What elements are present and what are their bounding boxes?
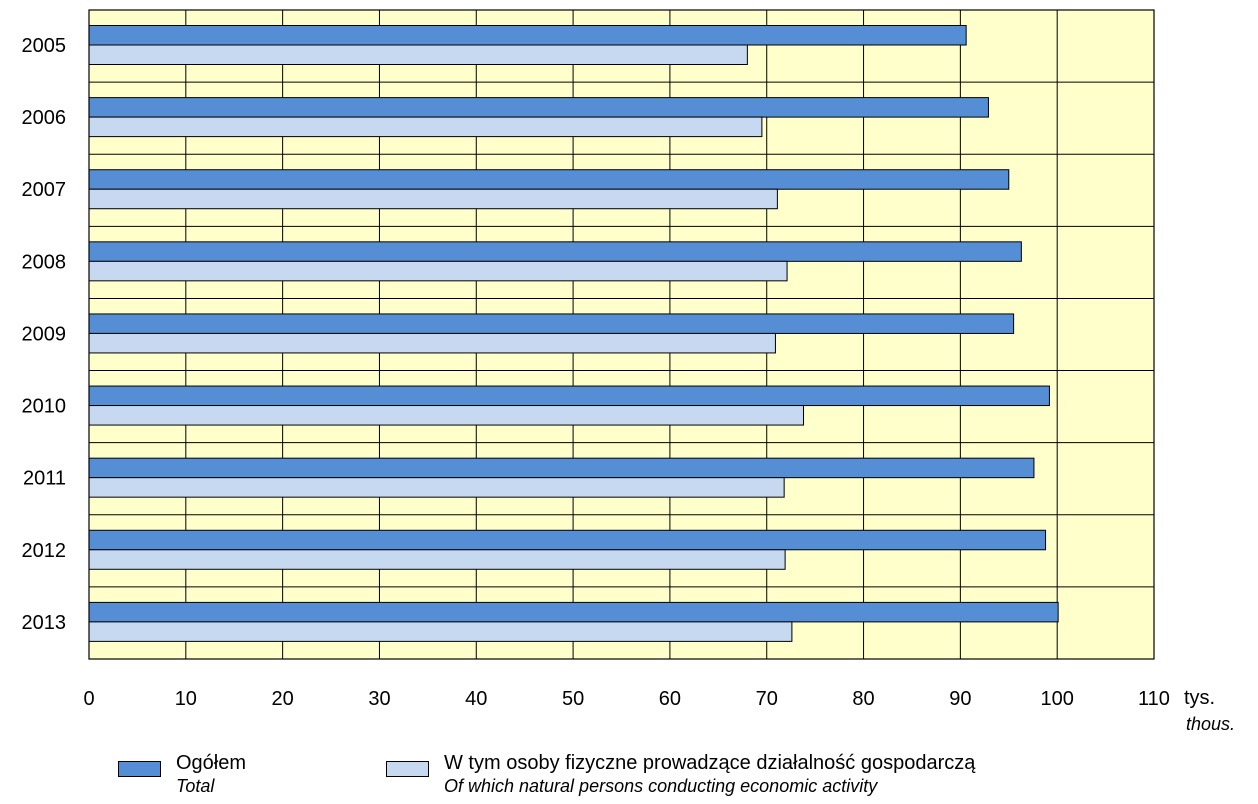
bar-total bbox=[88, 97, 989, 118]
category-label: 2008 bbox=[22, 251, 67, 273]
legend-label-natural-persons: W tym osoby fizyczne prowadzące działaln… bbox=[444, 752, 976, 796]
bar-natural-persons bbox=[88, 621, 793, 642]
category-label: 2012 bbox=[22, 540, 67, 562]
category-label: 2013 bbox=[22, 612, 67, 634]
bar-natural-persons bbox=[88, 44, 748, 65]
x-tick-label: 40 bbox=[465, 688, 487, 710]
bar-total bbox=[88, 25, 967, 46]
bar-total bbox=[88, 457, 1035, 479]
bar-natural-persons bbox=[88, 188, 778, 210]
bar-total bbox=[88, 241, 1022, 262]
bar-natural-persons bbox=[88, 332, 776, 354]
bar-total bbox=[88, 385, 1050, 407]
category-label: 2005 bbox=[22, 35, 67, 57]
x-tick-label: 30 bbox=[368, 688, 390, 710]
category-label: 2009 bbox=[22, 323, 67, 345]
legend-swatch-total bbox=[118, 761, 161, 777]
bar-natural-persons bbox=[88, 405, 805, 426]
plot-frame bbox=[88, 9, 1155, 660]
legend-swatch-natural-persons bbox=[386, 761, 429, 777]
category-labels: 2005 2006 2007 2008 2009 2010 2011 2012 2013 bbox=[22, 35, 67, 634]
x-tick-label: 60 bbox=[659, 688, 681, 710]
category-label: 2006 bbox=[22, 107, 67, 129]
x-tick-label: 100 bbox=[1040, 688, 1073, 710]
bar-natural-persons bbox=[88, 116, 763, 138]
x-tick-label: 80 bbox=[852, 688, 874, 710]
category-label: 2011 bbox=[23, 468, 66, 490]
legend-label-total: Ogółem Total bbox=[176, 752, 247, 796]
bar-total bbox=[88, 601, 1059, 623]
bar-natural-persons bbox=[88, 477, 785, 498]
x-tick-label: 90 bbox=[949, 688, 971, 710]
category-label: 2007 bbox=[22, 179, 67, 201]
x-tick-label: 70 bbox=[756, 688, 778, 710]
bar-total bbox=[88, 169, 1010, 190]
x-tick-label: 20 bbox=[272, 688, 294, 710]
bar-total bbox=[88, 313, 1015, 334]
bar-natural-persons bbox=[88, 549, 786, 570]
x-tick-labels: 0 10 20 30 40 50 60 70 80 90 100 110 bbox=[83, 688, 1170, 710]
x-tick-label: 0 bbox=[83, 688, 94, 710]
x-tick-label: 10 bbox=[175, 688, 197, 710]
bar-natural-persons bbox=[88, 260, 788, 282]
x-tick-label: 110 bbox=[1138, 688, 1170, 710]
x-tick-label: 50 bbox=[562, 688, 584, 710]
x-axis-unit-en: thous. bbox=[1186, 714, 1236, 734]
bar-total bbox=[88, 529, 1047, 551]
category-label: 2010 bbox=[22, 396, 67, 418]
x-axis-unit: tys. bbox=[1184, 687, 1216, 709]
